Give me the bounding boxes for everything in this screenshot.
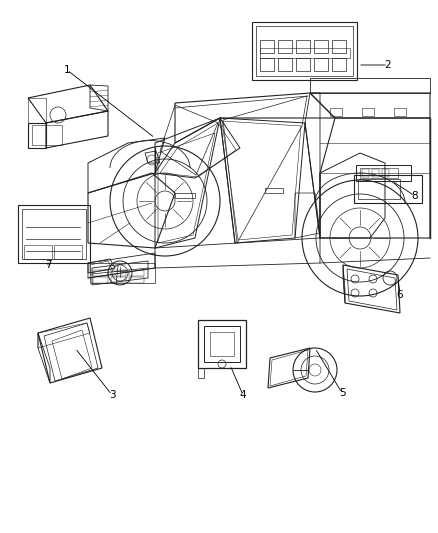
Bar [22, 209, 86, 259]
Bar [175, 193, 195, 198]
Text: 4: 4 [240, 390, 246, 400]
Bar [362, 108, 374, 116]
Bar [260, 40, 274, 53]
Bar [296, 58, 310, 71]
Bar [24, 245, 52, 259]
Bar [358, 179, 400, 199]
Bar [111, 277, 126, 283]
Bar [252, 22, 357, 80]
Bar [198, 320, 246, 368]
Text: 5: 5 [339, 388, 345, 398]
Bar [260, 48, 350, 58]
Bar [18, 205, 90, 263]
Bar [129, 270, 144, 276]
Bar [256, 26, 353, 76]
Bar [32, 125, 62, 145]
Bar [278, 58, 292, 71]
Bar [314, 40, 328, 53]
Text: 2: 2 [385, 60, 391, 70]
Bar [372, 169, 379, 177]
Text: 6: 6 [397, 290, 403, 300]
Bar [314, 58, 328, 71]
Bar [332, 58, 346, 71]
Text: 7: 7 [45, 260, 51, 270]
Text: 8: 8 [412, 191, 418, 201]
Bar [93, 270, 108, 276]
Bar [265, 188, 283, 193]
Bar [54, 245, 82, 259]
Bar [204, 326, 240, 362]
Bar [278, 40, 292, 53]
Bar [362, 169, 369, 177]
Bar [111, 270, 126, 276]
Text: 3: 3 [109, 390, 115, 400]
Bar [360, 168, 398, 178]
Bar [260, 58, 274, 71]
Bar [332, 40, 346, 53]
Bar [330, 108, 342, 116]
Bar [93, 277, 108, 283]
Bar [354, 175, 422, 203]
Text: 1: 1 [64, 65, 71, 75]
Bar [210, 332, 234, 356]
Bar [296, 40, 310, 53]
Bar [90, 263, 155, 283]
Bar [356, 165, 411, 181]
Bar [382, 169, 389, 177]
Bar [129, 277, 144, 283]
Bar [394, 108, 406, 116]
